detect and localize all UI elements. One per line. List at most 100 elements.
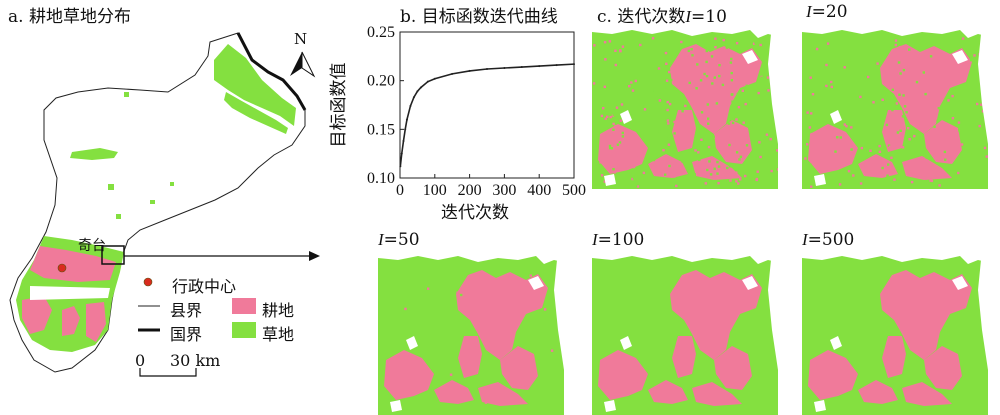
scale-bar — [139, 368, 197, 377]
speckle-cell — [859, 141, 863, 144]
speckle-cell — [809, 76, 812, 79]
speckle-cell — [697, 151, 700, 154]
speckle-cell — [668, 164, 671, 168]
speckle-cell — [807, 37, 811, 40]
speckle-cell — [760, 76, 763, 79]
cropland-patch — [670, 270, 762, 360]
speckle-cell — [631, 177, 634, 181]
speckle-cell — [419, 361, 423, 364]
speckle-cell — [946, 159, 949, 163]
speckle-cell — [714, 37, 717, 40]
speckle-cell — [427, 287, 430, 290]
speckle-cell — [889, 114, 893, 117]
data-point — [409, 104, 412, 107]
speckle-cell — [809, 58, 812, 61]
no-data-area — [592, 24, 786, 38]
speckle-cell — [925, 156, 928, 159]
speckle-cell — [838, 183, 842, 186]
speckle-cell — [853, 97, 857, 100]
speckle-cell — [810, 132, 813, 136]
speckle-cell — [729, 50, 733, 53]
no-data-area — [952, 50, 968, 64]
speckle-cell — [449, 373, 453, 376]
speckle-cell — [888, 145, 892, 148]
speckle-cell — [957, 171, 960, 175]
speckle-cell — [808, 126, 812, 129]
speckle-cell — [744, 174, 747, 178]
speckle-cell — [703, 133, 706, 137]
speckle-cell — [730, 71, 733, 75]
speckle-cell — [951, 94, 954, 98]
speckle-cell — [908, 48, 911, 51]
speckle-cell — [903, 180, 906, 183]
speckle-cell — [744, 102, 747, 106]
speckle-cell — [978, 124, 981, 128]
speckle-cell — [648, 61, 652, 64]
speckle-cell — [730, 57, 733, 61]
speckle-cell — [661, 71, 664, 75]
speckle-cell — [815, 47, 819, 51]
x-tick-label: 400 — [527, 182, 551, 199]
speckle-cell — [664, 173, 667, 176]
speckle-cell — [612, 168, 615, 171]
speckle-cell — [728, 165, 732, 168]
objective-series-line — [399, 63, 575, 167]
speckle-cell — [766, 76, 770, 79]
speckle-cell — [811, 93, 815, 96]
x-tick-label: 100 — [423, 182, 447, 199]
speckle-cell — [824, 81, 827, 84]
admin-center-marker — [57, 263, 67, 273]
speckle-cell — [640, 41, 643, 44]
speckle-cell — [806, 143, 809, 146]
speckle-cell — [705, 74, 709, 78]
speckle-cell — [628, 85, 631, 88]
speckle-cell — [943, 150, 947, 154]
cropland-patch — [672, 110, 696, 152]
cropland-patch — [830, 368, 848, 388]
speckle-cell — [726, 166, 729, 170]
speckle-cell — [902, 94, 905, 97]
speckle-cell — [711, 78, 714, 82]
speckle-cell — [915, 80, 919, 84]
speckle-cell — [804, 157, 807, 160]
no-data-area — [830, 336, 842, 350]
speckle-cell — [658, 130, 661, 133]
panel-c-title: c. 迭代次数I=10 — [597, 7, 727, 27]
speckle-cell — [692, 185, 695, 188]
speckle-cell — [848, 59, 851, 62]
speckle-cell — [803, 135, 807, 138]
y-axis-label: 目标函数值 — [329, 63, 348, 148]
cropland-patch — [880, 44, 972, 134]
speckle-cell — [825, 84, 828, 88]
y-tick-label: 0.15 — [367, 121, 395, 138]
speckle-cell — [703, 179, 706, 182]
speckle-cell — [975, 140, 979, 143]
speckle-cell — [717, 182, 720, 185]
speckle-cell — [700, 111, 704, 114]
speckle-cell — [955, 88, 959, 91]
speckle-cell — [603, 180, 606, 183]
speckle-cell — [615, 92, 618, 95]
speckle-cell — [838, 59, 841, 63]
speckle-cell — [670, 78, 673, 82]
speckle-cell — [621, 145, 625, 148]
speckle-cell — [918, 90, 921, 93]
speckle-cell — [908, 138, 911, 141]
speckle-cell — [729, 61, 733, 64]
speckle-cell — [827, 157, 830, 160]
speckle-cell — [655, 153, 658, 156]
no-data-area — [768, 24, 786, 189]
speckle-cell — [667, 147, 670, 151]
speckle-cell — [729, 36, 732, 39]
speckle-cell — [815, 120, 818, 123]
speckle-cell — [632, 165, 636, 169]
speckle-cell — [639, 43, 642, 47]
speckle-cell — [895, 102, 899, 105]
data-point — [399, 165, 402, 168]
speckle-cell — [668, 36, 672, 39]
speckle-cell — [613, 171, 616, 174]
cropland-patch — [648, 154, 688, 178]
speckle-cell — [858, 105, 861, 108]
speckle-cell — [969, 151, 972, 155]
speckle-cell — [924, 92, 927, 96]
